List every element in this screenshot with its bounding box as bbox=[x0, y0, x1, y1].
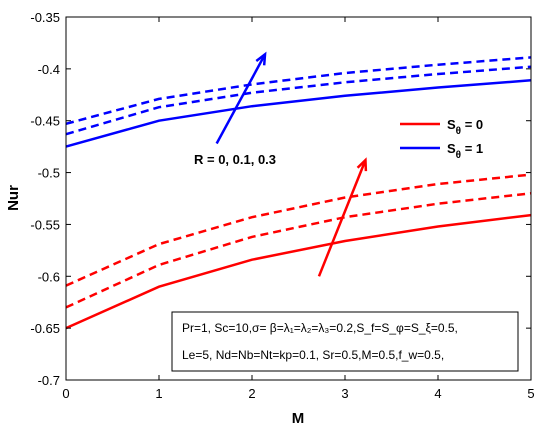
parameter-box-border bbox=[171, 311, 519, 372]
legend: Sθ = 0 Sθ = 1 bbox=[390, 104, 520, 161]
series-line-s-theta-0-solid-0 bbox=[65, 213, 532, 330]
y-tick-label: -0.6 bbox=[38, 269, 60, 284]
y-tick-label: -0.35 bbox=[30, 10, 60, 25]
y-tick-label: -0.45 bbox=[30, 114, 60, 129]
parameter-line-2: Le=5, Nd=Nb=Nt=kp=0.1, Sr=0.5,M=0.5,f_w=… bbox=[182, 348, 444, 362]
legend-box bbox=[390, 104, 520, 160]
series-line-s-theta-1-solid-3 bbox=[65, 79, 532, 148]
series-line-s-theta-1-dashed-4 bbox=[65, 65, 532, 136]
legend-label-s-theta-1: Sθ = 1 bbox=[447, 141, 483, 161]
y-axis-title: Nur bbox=[5, 185, 22, 211]
annotation-layer bbox=[215, 51, 368, 277]
blue-arrow-head bbox=[255, 51, 267, 66]
blue-arrow-shaft bbox=[215, 53, 267, 145]
x-tick-label: 4 bbox=[434, 386, 441, 401]
red-arrow-shaft bbox=[317, 159, 367, 277]
y-tick-label: -0.4 bbox=[38, 62, 60, 77]
x-tick-label: 0 bbox=[62, 386, 69, 401]
series-line-s-theta-0-dashed-2 bbox=[65, 173, 532, 287]
x-tick-label: 1 bbox=[155, 386, 162, 401]
r-values-label: R = 0, 0.1, 0.3 bbox=[194, 152, 276, 167]
x-tick-label: 3 bbox=[341, 386, 348, 401]
y-tick-label: -0.65 bbox=[30, 321, 60, 336]
y-tick-label: -0.5 bbox=[38, 166, 60, 181]
x-tick-label: 2 bbox=[248, 386, 255, 401]
series-line-s-theta-1-dashed-5 bbox=[65, 56, 532, 126]
red-arrow-head bbox=[356, 157, 368, 172]
axes-frame bbox=[65, 16, 532, 381]
y-tick-label: -0.55 bbox=[30, 217, 60, 232]
axes-layer: 0 1 2 3 4 5 -0.7 -0.65 -0.6 -0.55 -0.5 -0.45 -0.4 -0.… bbox=[30, 10, 534, 401]
parameter-line-1: Pr=1, Sc=10,σ= β=λ₁=λ₂=λ₃=0.2,S_f=S_φ=S_… bbox=[182, 321, 458, 335]
series-line-s-theta-0-dashed-1 bbox=[65, 192, 532, 309]
series-layer bbox=[65, 56, 532, 330]
x-axis-title: M bbox=[292, 410, 305, 427]
legend-label-s-theta-0: Sθ = 0 bbox=[447, 117, 483, 137]
y-tick-label: -0.7 bbox=[38, 373, 60, 388]
x-tick-label: 5 bbox=[527, 386, 534, 401]
parameter-box: Pr=1, Sc=10,σ= β=λ₁=λ₂=λ₃=0.2,S_f=S_φ=S_… bbox=[171, 311, 519, 372]
